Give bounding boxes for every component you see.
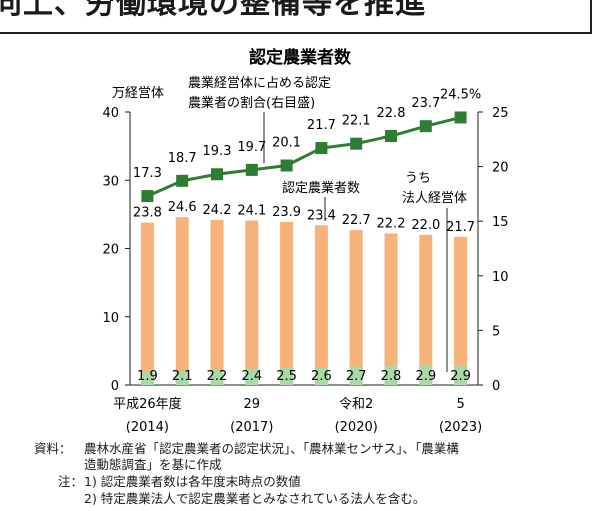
- corp-data-label: 2.8: [381, 369, 402, 384]
- chart-title: 認定農業者数: [249, 47, 352, 68]
- bar-certified-farmers: [349, 230, 363, 385]
- bar-certified-farmers: [419, 234, 433, 385]
- right-tick-label: 15: [492, 215, 509, 230]
- banner-title: 向上、労働環境の整備等を推進: [0, 0, 426, 21]
- right-tick-label: 25: [492, 106, 509, 121]
- corp-data-label: 2.2: [207, 369, 228, 384]
- x-tick-label-year: (2017): [230, 420, 273, 435]
- ratio-marker: [211, 168, 223, 181]
- bar-certified-farmers: [454, 236, 468, 385]
- bar-corporate-entities: [175, 370, 189, 385]
- corp-data-label: 1.9: [137, 369, 158, 384]
- right-tick-label: 5: [492, 324, 500, 339]
- corp-data-label: 2.7: [346, 369, 367, 384]
- note-2: 2) 特定農業法人で認定農業者とみなされている法人を含む。: [84, 491, 426, 506]
- bar-certified-farmers: [280, 221, 294, 385]
- bar-data-label: 24.6: [168, 200, 197, 215]
- right-tick-label: 10: [492, 270, 509, 285]
- ratio-data-label: 24.5%: [440, 87, 481, 102]
- ratio-marker: [454, 111, 467, 124]
- bar-data-label: 23.9: [272, 205, 301, 220]
- section-banner: 向上、労働環境の整備等を推進: [0, 0, 592, 34]
- x-tick-label: 令和2: [339, 397, 373, 412]
- bar-data-label: 22.0: [411, 218, 440, 233]
- ratio-data-label: 23.7: [411, 96, 440, 111]
- x-tick-label-year: (2014): [126, 420, 169, 435]
- x-tick-label: 平成26年度: [113, 396, 182, 412]
- ratio-marker: [315, 142, 328, 155]
- ratio-data-label: 22.8: [377, 106, 406, 121]
- bar-corporate-entities: [280, 367, 294, 385]
- bar-corporate-entities: [140, 372, 154, 385]
- chart: 認定農業者数 万経営体 農業経営体に占める認定 農業者の割合(右目盛) 認定農業…: [102, 47, 509, 435]
- ratio-marker: [385, 130, 397, 143]
- bar-certified-farmers: [384, 233, 398, 385]
- source-text-line1: 農林水産省「認定農業者の認定状況」、「農林業センサス」、「農業構: [84, 441, 459, 456]
- x-tick-label-year: (2020): [335, 420, 378, 435]
- ratio-marker: [350, 137, 363, 150]
- bar-corporate-entities: [454, 365, 468, 385]
- ratio-marker: [141, 190, 154, 203]
- bar-data-label: 22.2: [377, 216, 406, 231]
- corp-data-label: 2.4: [241, 369, 262, 384]
- left-tick-label: 30: [102, 174, 119, 189]
- ratio-marker: [419, 120, 432, 133]
- ratio-data-label: 19.7: [237, 140, 266, 155]
- note-1: 1) 認定農業者数は各年度末時点の数値: [84, 474, 301, 489]
- ratio-line: [146, 116, 461, 198]
- note-label: 注：: [58, 474, 84, 489]
- ratio-annotation-line1: 農業経営体に占める認定: [188, 75, 331, 91]
- corp-data-label: 2.9: [450, 369, 471, 384]
- ratio-data-label: 22.1: [342, 114, 371, 129]
- bar-corporate-entities: [419, 365, 433, 385]
- corp-data-label: 2.1: [172, 369, 193, 384]
- ratio-data-label: 18.7: [168, 151, 197, 166]
- ratio-data-label: 21.7: [307, 118, 336, 133]
- x-tick-label-year: (2023): [439, 420, 482, 435]
- left-tick-label: 20: [102, 243, 119, 258]
- bar-data-label: 24.2: [203, 203, 232, 218]
- bar-data-label: 22.7: [342, 213, 371, 228]
- corp-annotation-line1: うち: [405, 171, 431, 186]
- source-text-line2: 造動態調査」を基に作成: [84, 457, 222, 472]
- left-tick-label: 40: [102, 106, 119, 121]
- bar-data-label: 24.1: [237, 204, 266, 219]
- ratio-annotation-line2: 農業者の割合(右目盛): [188, 95, 315, 111]
- bar-certified-farmers: [210, 219, 224, 385]
- corp-data-label: 2.5: [276, 369, 297, 384]
- corp-annotation-line2: 法人経営体: [402, 191, 467, 206]
- corp-data-label: 2.9: [415, 369, 436, 384]
- ratio-marker: [176, 174, 189, 187]
- ratio-data-label: 20.1: [272, 136, 301, 151]
- bar-corporate-entities: [384, 365, 398, 385]
- bar-corporate-entities: [245, 368, 259, 385]
- left-tick-label: 0: [111, 379, 119, 394]
- bar-data-label: 23.8: [133, 206, 162, 221]
- corp-data-label: 2.6: [311, 369, 332, 384]
- bar-corporate-entities: [349, 366, 363, 385]
- bar-data-label: 23.4: [307, 208, 336, 223]
- count-annotation: 認定農業者数: [282, 180, 360, 196]
- ratio-data-label: 17.3: [133, 166, 162, 181]
- ratio-marker: [245, 163, 258, 176]
- left-tick-label: 10: [102, 311, 119, 326]
- source-label: 資料：: [34, 441, 72, 456]
- x-tick-label: 29: [244, 397, 261, 412]
- bar-corporate-entities: [314, 367, 328, 385]
- right-tick-label: 20: [492, 161, 509, 176]
- bar-certified-farmers: [314, 225, 328, 385]
- ratio-data-label: 19.3: [203, 144, 232, 159]
- bar-corporate-entities: [210, 369, 224, 385]
- bar-certified-farmers: [175, 217, 189, 385]
- right-tick-label: 0: [492, 379, 500, 394]
- bar-certified-farmers: [245, 220, 259, 385]
- ratio-marker: [280, 159, 293, 172]
- left-axis-unit: 万経営体: [112, 86, 164, 101]
- x-tick-label: 5: [456, 397, 464, 412]
- bar-data-label: 21.7: [446, 220, 475, 235]
- bar-certified-farmers: [140, 222, 154, 385]
